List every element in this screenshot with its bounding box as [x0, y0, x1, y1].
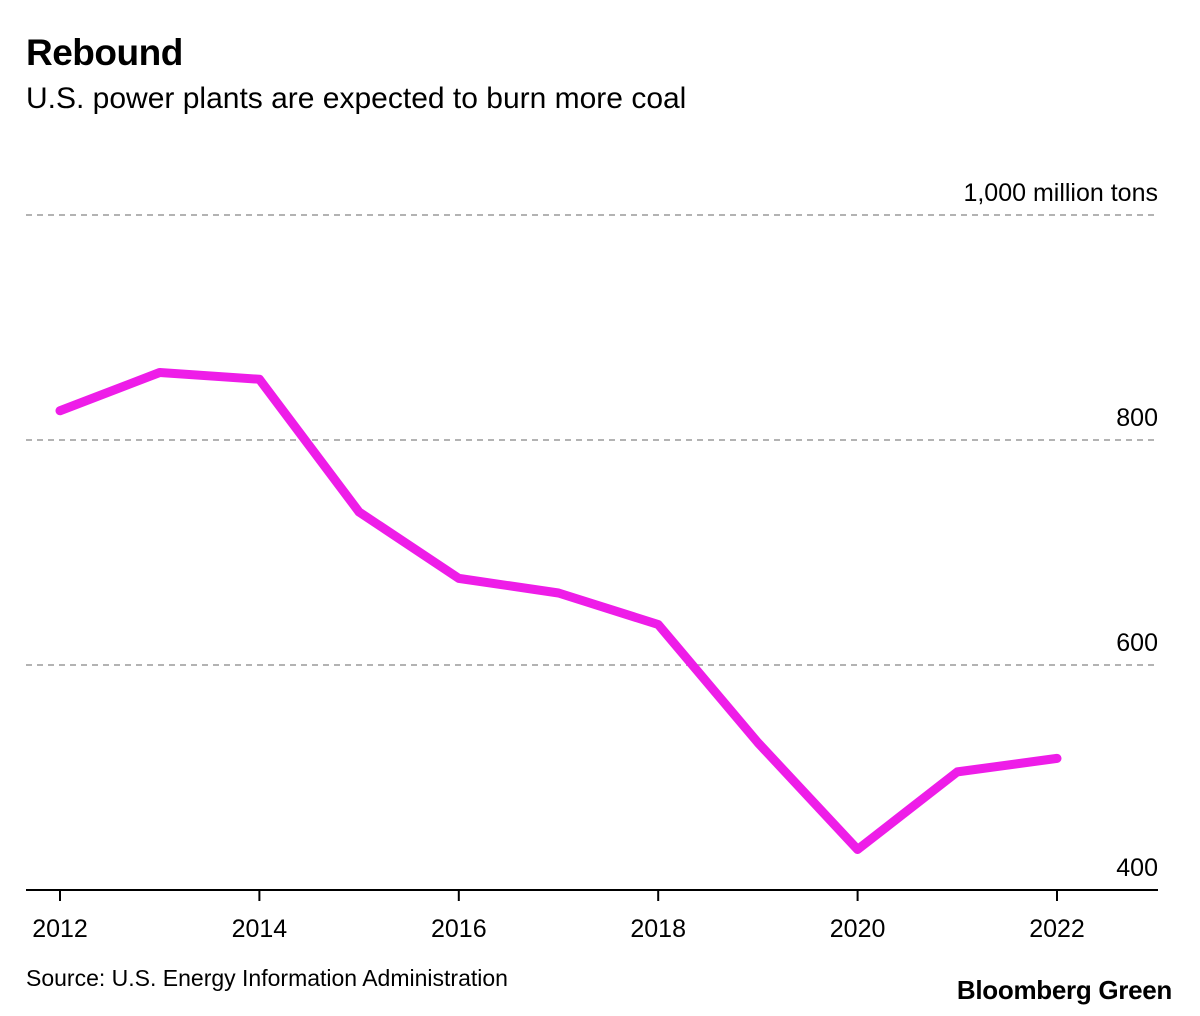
x-axis-labels: 2012 2014 2016 2018 2020 2022	[32, 915, 1085, 943]
source-note: Source: U.S. Energy Information Administ…	[26, 965, 508, 991]
chart-subtitle: U.S. power plants are expected to burn m…	[26, 82, 687, 115]
x-tick-label-2018: 2018	[630, 915, 686, 943]
x-tick-label-2012: 2012	[32, 915, 88, 943]
chart-title: Rebound	[26, 32, 183, 73]
x-axis-ticks	[59, 890, 1058, 901]
x-tick-label-2014: 2014	[232, 915, 288, 943]
x-tick-label-2016: 2016	[431, 915, 487, 943]
brand-logo-text: Bloomberg Green	[956, 975, 1172, 1005]
series-group	[55, 368, 1062, 854]
y-tick-label-400: 400	[1116, 854, 1158, 882]
grid-lines	[26, 214, 1158, 666]
x-tick-label-2022: 2022	[1029, 915, 1085, 943]
y-tick-label-1000: 1,000 million tons	[963, 179, 1158, 207]
y-tick-label-600: 600	[1116, 629, 1158, 657]
x-tick-label-2020: 2020	[830, 915, 886, 943]
series-line-0	[55, 368, 1062, 854]
y-tick-label-800: 800	[1116, 404, 1158, 432]
y-axis-labels: 400 600 800 1,000 million tons	[963, 179, 1158, 882]
